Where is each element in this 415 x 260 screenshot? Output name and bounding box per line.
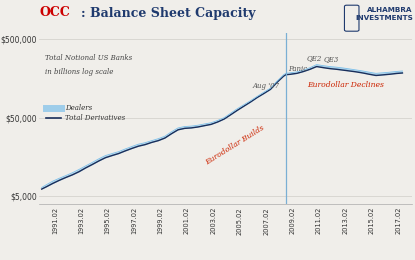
Text: Aug '07: Aug '07 bbox=[253, 82, 280, 90]
Text: in billions log scale: in billions log scale bbox=[45, 68, 113, 76]
Text: Panic: Panic bbox=[288, 65, 308, 73]
Text: Total Notional US Banks: Total Notional US Banks bbox=[45, 54, 132, 62]
Legend: Dealers, Total Derivatives: Dealers, Total Derivatives bbox=[43, 101, 128, 125]
Text: QE3: QE3 bbox=[323, 55, 339, 63]
Text: ALHAMBRA
INVESTMENTS: ALHAMBRA INVESTMENTS bbox=[355, 6, 413, 21]
Text: QE2: QE2 bbox=[307, 54, 322, 62]
Text: Eurodollar Builds: Eurodollar Builds bbox=[204, 124, 266, 167]
Text: Eurodollar Declines: Eurodollar Declines bbox=[307, 81, 384, 89]
Text: OCC: OCC bbox=[39, 6, 70, 20]
Text: : Balance Sheet Capacity: : Balance Sheet Capacity bbox=[81, 6, 255, 20]
